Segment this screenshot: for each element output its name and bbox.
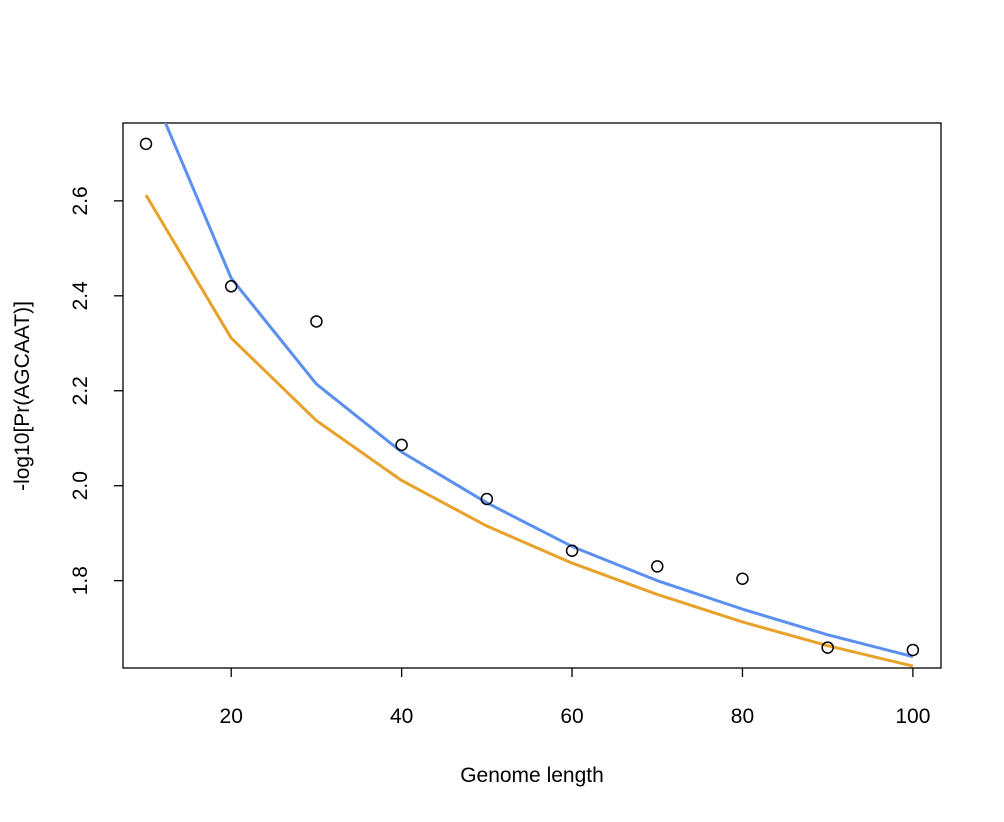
y-tick-label: 2.4 — [69, 281, 92, 311]
plot-frame — [122, 122, 942, 669]
data-point — [224, 280, 238, 293]
x-tick-label: 80 — [731, 705, 754, 728]
x-axis: 20 40 60 80 100 — [220, 668, 930, 728]
y-tick-label: 2.6 — [69, 186, 92, 215]
data-point — [736, 572, 749, 585]
data-point — [821, 641, 834, 654]
x-tick-label: 20 — [220, 705, 243, 728]
data-point — [906, 643, 920, 657]
data-point — [139, 137, 153, 151]
points-layer — [139, 137, 920, 657]
x-axis-title: Genome length — [460, 764, 604, 787]
x-tick-label: 100 — [895, 705, 930, 728]
y-tick-label: 2.0 — [69, 471, 92, 500]
data-point — [310, 315, 323, 328]
data-point — [480, 492, 494, 506]
y-tick-label: 2.2 — [69, 376, 92, 405]
series-layer — [144, 123, 914, 668]
series-line-1 — [163, 123, 914, 659]
data-point — [395, 438, 408, 452]
y-axis: 1.8 2.0 2.2 2.4 2.6 — [69, 186, 123, 595]
data-point — [651, 560, 664, 573]
y-tick-label: 1.8 — [69, 566, 92, 595]
series-line-2 — [144, 194, 914, 668]
x-tick-label: 60 — [560, 705, 583, 728]
data-point — [565, 544, 579, 557]
x-tick-label: 40 — [390, 705, 413, 728]
y-axis-title: -log10[Pr(AGCAAT)] — [11, 301, 34, 491]
